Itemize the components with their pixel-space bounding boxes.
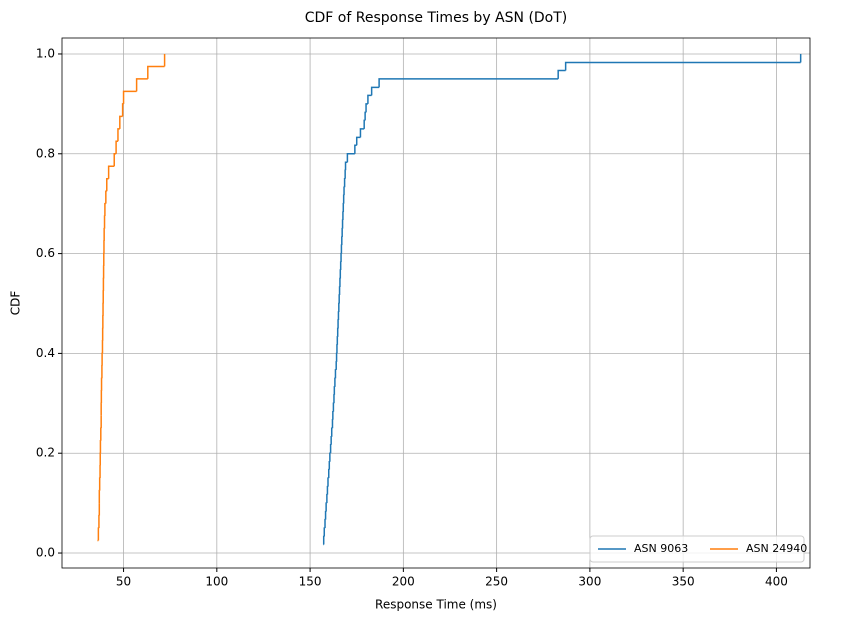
step-segment [343,177,346,188]
x-tick-label: 400 [765,575,788,589]
step-segment [107,165,115,179]
series-line [97,53,166,542]
legend: ASN 9063 ASN 24940 [589,535,807,563]
step-segment [113,153,117,167]
step-segment [364,111,367,121]
step-segment [344,161,348,171]
x-tick-label: 100 [205,575,228,589]
x-tick-label: 350 [672,575,695,589]
y-tick-label: 0.2 [36,446,55,460]
step-segment [328,460,331,470]
step-segment [330,427,333,437]
step-segment [122,90,137,104]
step-segment [329,452,331,462]
step-segment [324,510,327,520]
y-tick-label: 0.0 [36,546,55,560]
step-segment [330,435,332,445]
step-segment [117,128,120,142]
step-segment [324,518,326,529]
step-segment [135,78,148,92]
step-segment [354,144,357,154]
step-segment [121,103,124,117]
x-tick-label: 250 [485,575,508,589]
x-axis-label: Response Time (ms) [375,598,497,612]
step-segment [106,177,109,192]
step-segment [564,61,801,71]
step-segment [322,535,325,545]
step-segment [367,94,372,104]
step-segment [147,65,165,79]
legend-label: ASN 24940 [746,542,807,555]
x-tick-label: 200 [392,575,415,589]
step-segment [105,190,107,204]
step-segment [327,477,329,487]
step-segment [333,386,336,395]
plot-frame [61,37,811,569]
step-segment [332,411,334,420]
step-segment [327,468,330,479]
y-tick-label: 0.6 [36,246,55,260]
step-segment [363,119,366,129]
y-tick-label: 0.4 [36,346,55,360]
step-segment [334,369,337,379]
step-segment [326,485,329,495]
step-segment [378,78,559,88]
step-segment [104,202,106,217]
step-segment [115,140,118,154]
step-segment [346,153,355,163]
legend-label: ASN 9063 [634,542,688,555]
step-segment [334,377,336,387]
step-segment [557,69,566,79]
step-segment [370,86,380,96]
step-segment [97,527,100,541]
step-segment [326,493,328,504]
step-segment [119,115,123,129]
x-tick-label: 50 [116,575,131,589]
y-tick-label: 1.0 [36,46,55,60]
step-segment [329,443,332,454]
step-segment [323,527,326,537]
step-segment [365,103,368,113]
x-tick-label: 300 [578,575,601,589]
y-tick-label: 0.8 [36,146,55,160]
step-segment [355,136,361,146]
step-segment [343,186,345,196]
step-segment [325,502,327,512]
x-tick-label: 150 [299,575,322,589]
step-segment [332,402,335,412]
series-line [322,53,802,546]
chart-title: CDF of Response Times by ASN (DoT) [305,10,568,26]
step-segment [359,128,365,138]
legend-box [589,535,805,563]
y-axis-label: CDF [9,291,23,316]
